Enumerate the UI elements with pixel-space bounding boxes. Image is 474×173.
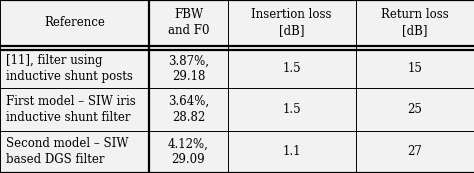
Text: 3.87%,
29.18: 3.87%, 29.18 [168,54,209,83]
Text: 1.5: 1.5 [282,103,301,116]
Text: 15: 15 [407,62,422,75]
Text: 1.1: 1.1 [282,145,301,158]
Text: Second model – SIW
based DGS filter: Second model – SIW based DGS filter [6,137,128,166]
Text: [11], filter using
inductive shunt posts: [11], filter using inductive shunt posts [6,54,133,83]
Text: 4.12%,
29.09: 4.12%, 29.09 [168,137,209,166]
Text: Return loss
[dB]: Return loss [dB] [381,8,448,37]
Text: First model – SIW iris
inductive shunt filter: First model – SIW iris inductive shunt f… [6,95,136,124]
Text: Insertion loss
[dB]: Insertion loss [dB] [251,8,332,37]
Text: 1.5: 1.5 [282,62,301,75]
Text: Reference: Reference [44,16,105,29]
Text: 25: 25 [407,103,422,116]
Text: 3.64%,
28.82: 3.64%, 28.82 [168,95,209,124]
Text: 27: 27 [407,145,422,158]
Text: FBW
and F0: FBW and F0 [168,8,209,37]
